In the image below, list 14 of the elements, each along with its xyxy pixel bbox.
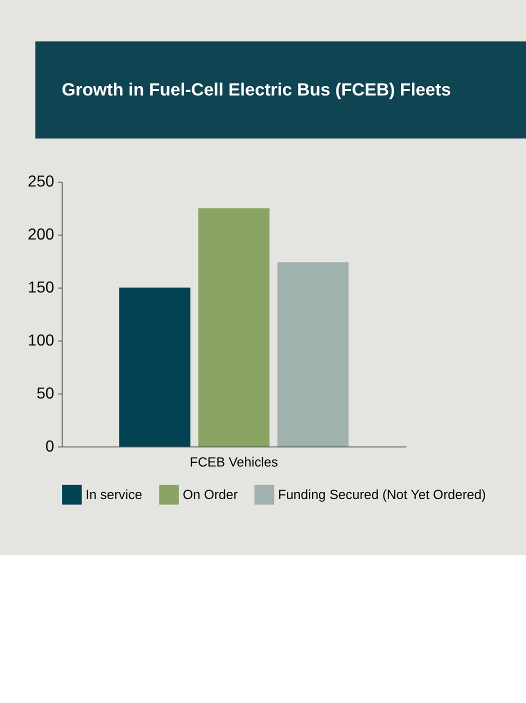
- bar: [119, 288, 190, 447]
- chart-title: Growth in Fuel-Cell Electric Bus (FCEB) Fleets: [62, 79, 452, 100]
- legend-label: On Order: [182, 487, 238, 502]
- bar: [277, 262, 349, 447]
- y-tick-label: 0: [45, 438, 54, 456]
- y-tick-label: 200: [28, 226, 54, 244]
- y-tick-label: 250: [28, 174, 54, 191]
- legend-label: In service: [86, 487, 142, 502]
- y-tick-label: 100: [28, 332, 54, 350]
- y-tick-label: 150: [28, 280, 54, 297]
- x-tick-label: FCEB Vehicles: [190, 454, 278, 470]
- y-tick-label: 50: [36, 385, 54, 402]
- legend-label: Funding Secured (Not Yet Ordered): [278, 487, 486, 502]
- bar: [198, 208, 270, 447]
